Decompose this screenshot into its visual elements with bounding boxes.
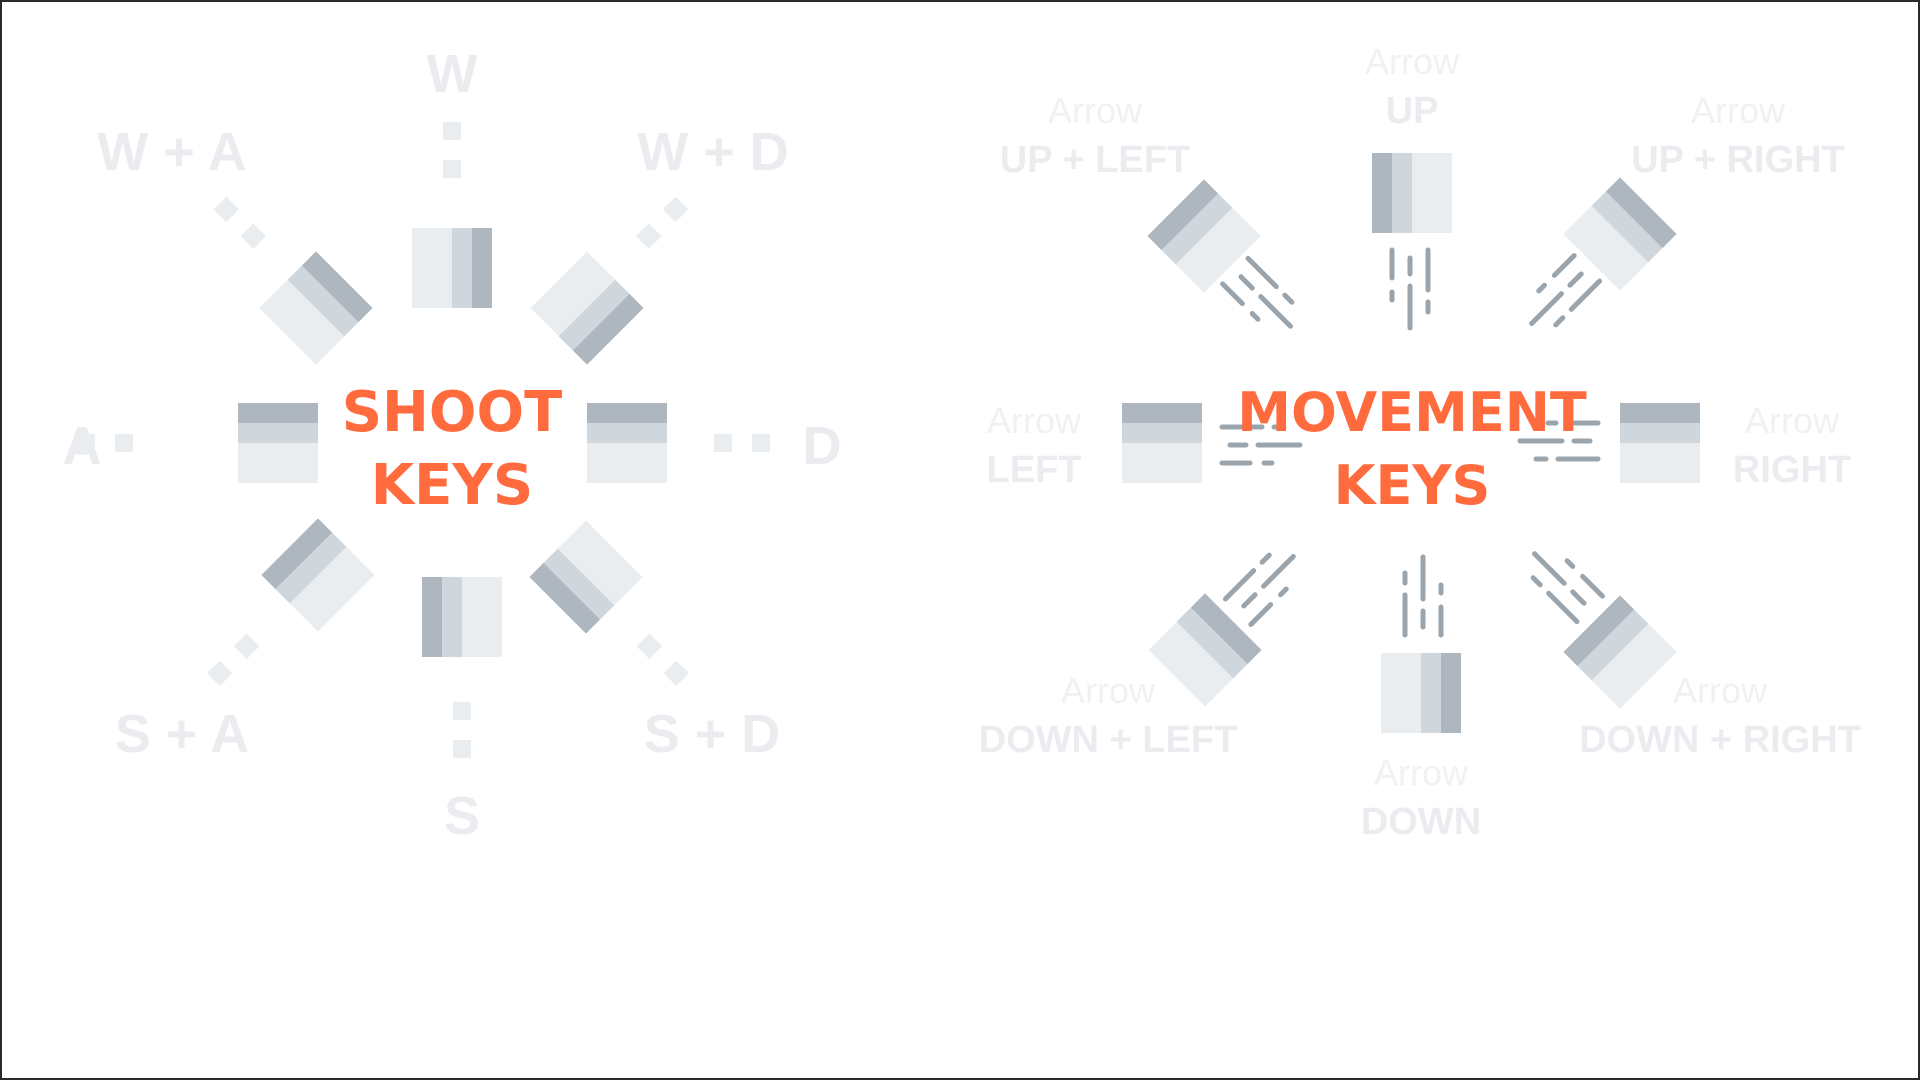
- shoot-key-wd: [530, 251, 644, 365]
- motion-lines-up-left: [1220, 255, 1295, 329]
- shoot-label-sd: S + D: [644, 704, 781, 764]
- label-arrow-text: Arrow: [1365, 41, 1460, 82]
- movement-key-up-left: [1147, 179, 1261, 293]
- label-direction-text: UP + RIGHT: [1631, 139, 1845, 181]
- motion-lines-down: [1402, 554, 1444, 638]
- movement-label-right: Arrow RIGHT: [1733, 400, 1851, 491]
- shoot-connector-sd: [636, 633, 689, 686]
- shoot-connector-w: [443, 122, 461, 178]
- label-arrow-text: Arrow: [1048, 90, 1143, 131]
- shoot-label-d: D: [803, 416, 842, 476]
- label-arrow-text: Arrow: [1673, 670, 1768, 711]
- shoot-title-line2: KEYS: [371, 453, 534, 518]
- shoot-connector-sa: [207, 633, 260, 686]
- movement-title-line2: KEYS: [1334, 454, 1491, 517]
- shoot-label-wa: W + A: [97, 122, 247, 182]
- shoot-keys-cluster: W W + A W + D A D S + A S + D S SHOOT KE…: [63, 44, 842, 846]
- label-direction-text: UP + LEFT: [1000, 139, 1190, 181]
- movement-label-up: Arrow UP: [1365, 41, 1460, 132]
- movement-label-up-left: Arrow UP + LEFT: [1000, 90, 1190, 181]
- movement-key-down-right: [1563, 595, 1677, 709]
- motion-lines-right: [1517, 420, 1601, 462]
- movement-label-left: Arrow LEFT: [987, 400, 1082, 491]
- shoot-title-line1: SHOOT: [342, 380, 563, 445]
- motion-lines-left: [1219, 424, 1303, 466]
- shoot-connector-wd: [636, 196, 689, 249]
- motion-lines-up: [1389, 247, 1431, 331]
- label-arrow-text: Arrow: [1745, 400, 1840, 441]
- shoot-label-wd: W + D: [637, 122, 789, 182]
- shoot-key-a: [238, 403, 318, 483]
- label-direction-text: LEFT: [987, 449, 1082, 491]
- movement-key-up: [1372, 153, 1452, 233]
- movement-label-down: Arrow DOWN: [1361, 752, 1481, 843]
- movement-key-left: [1122, 403, 1202, 483]
- shoot-connector-wa: [213, 196, 266, 249]
- movement-label-down-right: Arrow DOWN + RIGHT: [1579, 670, 1861, 761]
- label-direction-text: RIGHT: [1733, 449, 1851, 491]
- movement-title-line1: MOVEMENT: [1237, 381, 1587, 444]
- label-direction-text: DOWN + LEFT: [979, 719, 1238, 761]
- label-arrow-text: Arrow: [1061, 670, 1156, 711]
- label-arrow-text: Arrow: [987, 400, 1082, 441]
- motion-lines-down-left: [1222, 552, 1296, 627]
- shoot-connector-a: [77, 434, 133, 452]
- motion-lines-up-right: [1529, 253, 1603, 328]
- movement-key-down-left: [1148, 593, 1262, 707]
- shoot-key-sd: [529, 520, 643, 634]
- shoot-key-wa: [259, 251, 373, 365]
- shoot-key-sa: [261, 518, 375, 632]
- motion-lines-down-right: [1530, 551, 1605, 625]
- shoot-connector-d: [714, 434, 770, 452]
- shoot-key-s: [422, 577, 502, 657]
- label-direction-text: DOWN: [1361, 801, 1481, 843]
- movement-key-right: [1620, 403, 1700, 483]
- shoot-label-w: W: [427, 44, 478, 104]
- shoot-key-d: [587, 403, 667, 483]
- label-arrow-text: Arrow: [1374, 752, 1469, 793]
- shoot-label-s: S: [444, 786, 480, 846]
- label-arrow-text: Arrow: [1691, 90, 1786, 131]
- shoot-connector-s: [453, 702, 471, 758]
- movement-label-up-right: Arrow UP + RIGHT: [1631, 90, 1845, 181]
- shoot-key-w: [412, 228, 492, 308]
- movement-keys-cluster: Arrow UP Arrow UP + LEFT Arrow UP + RIGH…: [979, 41, 1861, 843]
- label-direction-text: DOWN + RIGHT: [1579, 719, 1861, 761]
- movement-label-down-left: Arrow DOWN + LEFT: [979, 670, 1238, 761]
- shoot-label-sa: S + A: [115, 704, 250, 764]
- movement-key-down: [1381, 653, 1461, 733]
- label-direction-text: UP: [1386, 90, 1439, 132]
